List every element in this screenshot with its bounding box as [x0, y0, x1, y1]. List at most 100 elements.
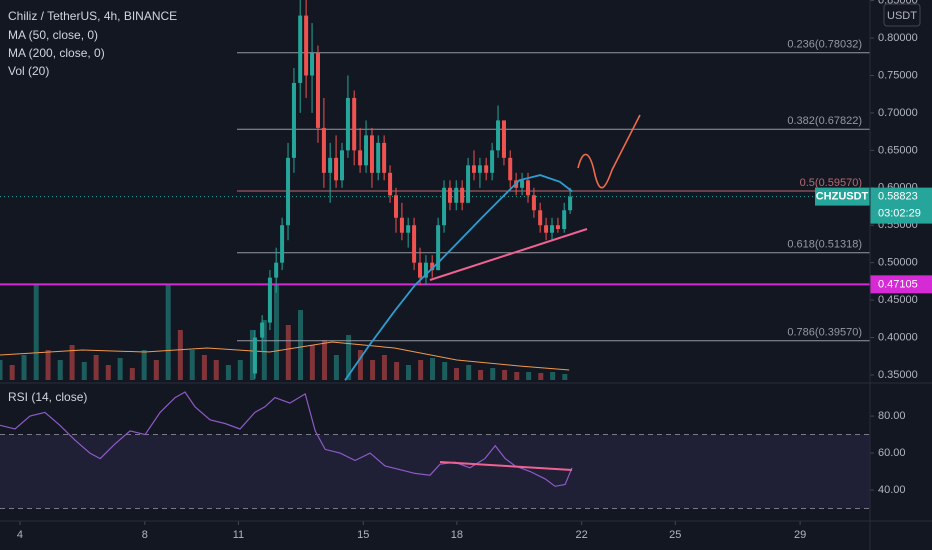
candle-body	[555, 225, 560, 229]
y-tick-label: 0.75000	[878, 69, 918, 81]
volume-bar	[33, 285, 39, 380]
volume-bar	[418, 360, 424, 380]
volume-bar	[165, 285, 171, 380]
y-tick-label: 0.50000	[878, 257, 918, 269]
rsi-title: RSI (14, close)	[8, 390, 87, 404]
candle-body	[550, 225, 555, 233]
candle-body	[382, 142, 387, 173]
volume-bar	[129, 368, 135, 380]
x-tick-label: 29	[794, 529, 806, 541]
candle-body	[315, 53, 320, 128]
volume-bar	[478, 370, 484, 380]
ma50-line	[344, 174, 573, 381]
volume-bar	[454, 368, 460, 380]
candle-body	[562, 210, 567, 229]
candle-body	[328, 157, 333, 173]
indicator-label: MA (50, close, 0)	[8, 28, 98, 42]
volume-bar	[57, 360, 63, 380]
rsi-tick-label: 60.00	[878, 447, 906, 459]
volume-bar	[225, 365, 231, 380]
y-tick-label: 0.65000	[878, 144, 918, 156]
candle-body	[286, 157, 291, 226]
rsi-trend-line	[439, 461, 573, 471]
candle-body	[430, 262, 435, 271]
volume-bar	[237, 360, 243, 380]
candle-body	[460, 187, 465, 203]
x-tick-label: 15	[357, 529, 369, 541]
volume-bar	[538, 373, 544, 380]
volume-bar	[502, 370, 508, 380]
volume-bar	[490, 368, 496, 380]
y-tick-label: 0.85000	[878, 0, 918, 7]
candle-body	[406, 225, 411, 233]
candle-body	[274, 262, 279, 278]
volume-bar	[370, 360, 376, 380]
volume-bar	[201, 355, 207, 380]
projection-path	[577, 114, 641, 189]
volume-bar	[526, 372, 532, 380]
volume-bar	[45, 350, 51, 380]
candle-body	[490, 150, 495, 173]
candle-body	[472, 165, 477, 173]
currency-button[interactable]	[883, 3, 921, 27]
candle-body	[447, 187, 452, 203]
volume-ma	[0, 341, 570, 371]
volume-bar	[357, 350, 363, 380]
volume-bar	[405, 365, 411, 380]
volume-bar	[466, 365, 472, 380]
volume-bar	[381, 355, 387, 380]
candle-body	[364, 135, 369, 166]
volume-bar	[153, 360, 159, 380]
volume-bar	[562, 374, 568, 380]
x-tick-label: 25	[669, 529, 681, 541]
candle-body	[345, 97, 350, 151]
volume-bar	[141, 350, 147, 380]
candle-body	[298, 15, 303, 83]
trend-line	[429, 228, 588, 281]
y-tick-label: 0.70000	[878, 107, 918, 119]
last-price-box	[870, 187, 932, 224]
candle-body	[260, 322, 265, 338]
candle-body	[412, 225, 417, 263]
chart-title: Chiliz / TetherUS, 4h, BINANCE	[8, 9, 177, 23]
candle-body	[508, 157, 513, 181]
y-tick-label: 0.80000	[878, 32, 918, 44]
candle-body	[423, 262, 428, 278]
candle-body	[501, 120, 506, 158]
volume-bar	[430, 358, 436, 380]
volume-bar	[93, 355, 99, 380]
volume-bar	[9, 365, 15, 380]
last-price-label: 0.58823	[878, 191, 918, 203]
x-tick-label: 8	[142, 529, 148, 541]
candle-body	[310, 53, 315, 76]
candle-body	[304, 15, 309, 76]
volume-bar	[514, 372, 520, 380]
volume-bar	[69, 345, 75, 380]
candle-body	[538, 210, 543, 226]
volume-bar	[21, 355, 27, 380]
volume-bar	[273, 285, 279, 380]
candle-body	[531, 195, 536, 211]
volume-bar	[394, 362, 400, 380]
fib-label: 0.786(0.39570)	[787, 327, 862, 339]
fib-label: 0.5(0.59570)	[800, 177, 862, 189]
x-tick-label: 18	[451, 529, 463, 541]
indicator-label: Vol (20)	[8, 64, 49, 78]
volume-bar	[298, 310, 304, 380]
currency-button-label[interactable]: USDT	[887, 10, 917, 22]
candle-body	[291, 82, 296, 158]
volume-bar	[309, 345, 315, 380]
indicator-label: MA (200, close, 0)	[8, 46, 105, 60]
volume-bar	[333, 355, 339, 380]
x-tick-label: 11	[233, 529, 244, 541]
candle-body	[267, 277, 272, 323]
symbol-label: CHZUSDT	[816, 191, 869, 203]
candle-body	[358, 150, 363, 166]
candle-body	[466, 165, 471, 203]
candle-body	[399, 217, 404, 233]
candle-body	[436, 225, 441, 271]
candle-body	[388, 172, 393, 196]
volume-bar	[346, 335, 352, 380]
volume-bar	[105, 365, 111, 380]
